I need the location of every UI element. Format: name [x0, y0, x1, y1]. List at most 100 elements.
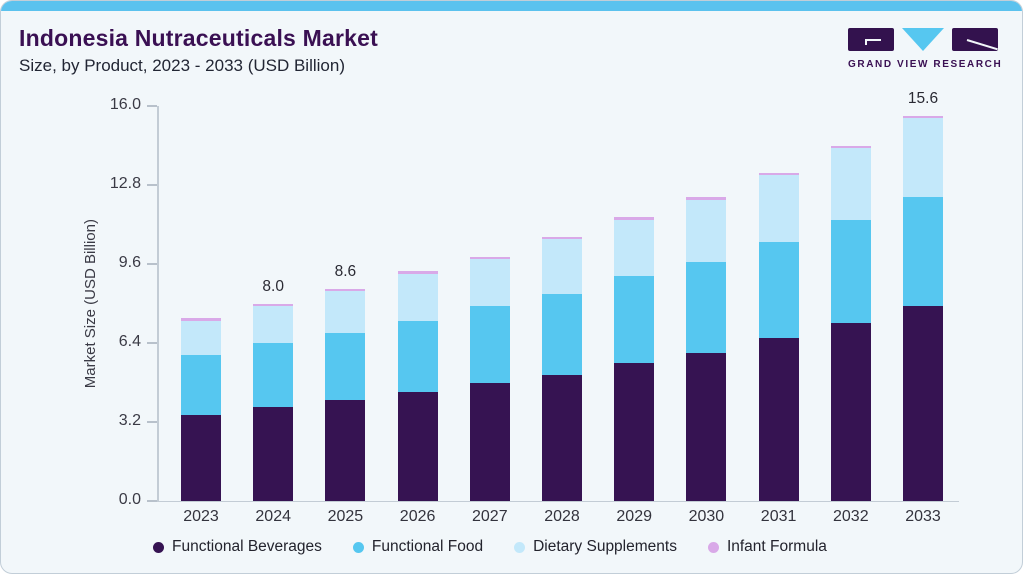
logo-g-block-icon [848, 28, 894, 51]
legend-label: Dietary Supplements [533, 538, 677, 555]
bar-segment-infant-formula [686, 197, 727, 200]
x-tick-label: 2033 [905, 508, 941, 525]
legend-label: Functional Beverages [172, 538, 322, 555]
bar-segment-infant-formula [397, 271, 438, 274]
bar-segment-dietary-supplements [903, 118, 943, 198]
bar-segment-functional-food [614, 276, 655, 363]
bar-segment-dietary-supplements [253, 305, 294, 343]
x-tick-label: 2028 [544, 508, 580, 525]
x-tick-label: 2027 [472, 508, 508, 525]
bar-segment-infant-formula [830, 145, 871, 148]
x-tick-label: 2032 [833, 508, 869, 525]
bar-segment-infant-formula [903, 115, 943, 119]
bar-segment-infant-formula [469, 256, 510, 260]
bar-segment-infant-formula [758, 172, 799, 176]
bar-segment-functional-beverages [469, 382, 510, 501]
bar-segment-functional-food [903, 197, 943, 306]
bar-segment-dietary-supplements [397, 273, 438, 321]
logo-gvr-icon [848, 28, 998, 52]
legend-item-functional-food: Functional Food [352, 538, 484, 556]
y-tick-mark [147, 421, 157, 423]
chart-legend: Functional Beverages Functional Food Dieta… [153, 538, 827, 556]
x-tick-label: 2030 [688, 508, 725, 525]
legend-item-dietary-supplements: Dietary Supplements [514, 538, 677, 556]
y-tick-label: 3.2 [118, 412, 141, 429]
bar-segment-dietary-supplements [542, 239, 582, 294]
x-axis-line [157, 500, 959, 502]
bar-segment-functional-beverages [253, 407, 294, 501]
bar-segment-dietary-supplements [614, 219, 655, 277]
bar-segment-infant-formula [181, 318, 221, 321]
bar-segment-functional-food [542, 293, 582, 376]
bar-segment-dietary-supplements [325, 291, 366, 334]
x-tick-label: 2024 [255, 508, 291, 525]
y-tick-label: 0.0 [118, 491, 141, 508]
legend-item-functional-beverages: Functional Beverages [153, 538, 322, 556]
y-tick-label: 16.0 [109, 96, 141, 113]
y-tick-mark [147, 500, 157, 502]
bar-segment-functional-food [469, 305, 510, 383]
bar-segment-functional-food [758, 241, 799, 339]
legend-label: Functional Food [371, 538, 484, 555]
x-tick-label: 2023 [183, 508, 219, 525]
page-subtitle: Size, by Product, 2023 - 2033 (USD Billi… [19, 56, 345, 75]
logo-wordmark: GRAND VIEW RESEARCH [848, 59, 1003, 70]
bar-segment-dietary-supplements [758, 175, 799, 242]
bar-total-label: 15.6 [907, 89, 939, 107]
bar-segment-functional-food [397, 320, 438, 393]
grand-view-research-logo: GRAND VIEW RESEARCH [848, 28, 1003, 70]
bar-segment-functional-beverages [758, 338, 799, 501]
bar-segment-functional-beverages [397, 392, 438, 501]
bar-segment-infant-formula [542, 236, 582, 240]
legend-item-infant-formula: Infant Formula [707, 538, 827, 556]
bar-segment-infant-formula [253, 303, 294, 306]
x-tick-label: 2025 [327, 508, 364, 525]
y-tick-mark [147, 342, 157, 344]
bar-segment-functional-food [830, 219, 871, 324]
y-axis-line [157, 106, 159, 501]
bar-segment-functional-beverages [542, 375, 582, 501]
bar-segment-dietary-supplements [830, 147, 871, 220]
logo-v-triangle-icon [902, 28, 944, 51]
chart-header: Indonesia Nutraceuticals Market Size, by… [19, 25, 378, 76]
x-tick-label: 2031 [760, 508, 797, 525]
legend-dot-icon [514, 541, 526, 553]
logo-r-block-icon [952, 28, 998, 51]
bar-segment-functional-beverages [614, 362, 655, 501]
bar-segment-dietary-supplements [181, 320, 221, 356]
bar-segment-infant-formula [325, 288, 366, 292]
bar-segment-functional-food [686, 261, 727, 353]
bar-segment-dietary-supplements [469, 259, 510, 306]
bar-total-label: 8.6 [334, 262, 357, 280]
bar-segment-infant-formula [614, 217, 655, 220]
y-tick-mark [147, 263, 157, 265]
bar-segment-functional-beverages [686, 352, 727, 501]
bar-segment-functional-beverages [830, 323, 871, 501]
legend-dot-icon [153, 541, 164, 553]
y-tick-label: 9.6 [118, 254, 141, 271]
x-tick-label: 2029 [616, 508, 652, 525]
y-axis-label-wrap: Market Size (USD Billion) [77, 106, 103, 501]
bar-total-label: 8.0 [262, 277, 284, 295]
bar-segment-functional-beverages [903, 305, 943, 501]
bar-segment-functional-food [253, 343, 294, 408]
y-tick-label: 12.8 [109, 175, 141, 192]
bar-segment-functional-food [325, 333, 366, 400]
bar-segment-functional-food [181, 355, 221, 415]
logo-g-notch [865, 39, 881, 45]
legend-dot-icon [352, 541, 364, 553]
y-tick-mark [147, 184, 157, 186]
legend-dot-icon [707, 541, 719, 553]
y-tick-label: 6.4 [118, 333, 141, 350]
page-title: Indonesia Nutraceuticals Market [19, 25, 378, 51]
bar-segment-dietary-supplements [686, 199, 727, 262]
x-tick-label: 2026 [399, 508, 436, 525]
y-axis-label: Market Size (USD Billion) [81, 218, 99, 389]
bar-segment-functional-beverages [181, 414, 221, 501]
legend-label: Infant Formula [726, 538, 827, 555]
top-accent-bar [1, 1, 1022, 11]
y-tick-mark [147, 105, 157, 107]
bar-segment-functional-beverages [325, 399, 366, 501]
